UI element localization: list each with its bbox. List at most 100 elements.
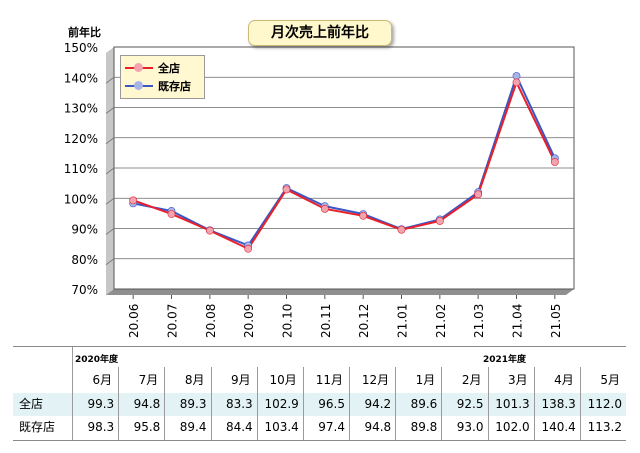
legend-line-all-stores xyxy=(125,63,153,72)
table-cell: 97.4 xyxy=(318,420,345,434)
y-tick-label: 110% xyxy=(64,162,98,176)
table-separator xyxy=(118,367,120,440)
table-separator xyxy=(164,367,166,440)
y-axis-label: 前年比 xyxy=(68,26,101,39)
table-row-label-existing-stores: 既存店 xyxy=(19,420,56,434)
y-tick-label: 70% xyxy=(71,283,98,297)
data-point xyxy=(550,158,559,166)
data-point xyxy=(474,190,483,199)
table-cell: 94.8 xyxy=(133,397,161,411)
legend-item-all-stores: 全店 xyxy=(125,60,180,76)
table-separator xyxy=(441,367,443,440)
table-month-header: 12月 xyxy=(361,373,390,387)
table-cell: 89.6 xyxy=(410,397,438,411)
y-tick-label: 90% xyxy=(71,223,98,237)
data-point xyxy=(320,204,329,213)
grid-line-depth xyxy=(105,167,115,175)
data-point xyxy=(359,211,368,220)
grid-line-depth xyxy=(105,137,115,145)
table-month-header: 8月 xyxy=(184,373,205,387)
x-tick-label: 20.07 xyxy=(166,304,180,338)
y-tick-label: 120% xyxy=(64,132,98,146)
table-month-header: 4月 xyxy=(554,373,574,387)
table-cell: 138.3 xyxy=(541,397,576,411)
y-tick-label: 150% xyxy=(64,41,98,55)
x-tick-label: 20.09 xyxy=(242,304,256,338)
legend-label-existing-stores: 既存店 xyxy=(158,80,191,93)
x-tick-label: 20.11 xyxy=(319,304,333,338)
x-tick-label: 21.03 xyxy=(472,304,486,338)
table-month-header: 6月 xyxy=(92,373,113,387)
table-separator xyxy=(533,367,535,440)
x-tick-label: 21.01 xyxy=(396,304,410,338)
table-row-bg-all-stores xyxy=(13,393,626,416)
data-point xyxy=(282,185,291,194)
table-month-header: 5月 xyxy=(600,373,620,387)
table-cell: 89.8 xyxy=(410,420,438,434)
table-month-header: 2月 xyxy=(461,373,482,387)
table-cell: 89.4 xyxy=(179,420,207,434)
x-tick-label: 21.05 xyxy=(549,304,563,338)
table-month-header: 9月 xyxy=(231,373,251,387)
legend: 全店 既存店 xyxy=(120,55,205,99)
table-cell: 99.3 xyxy=(87,397,115,411)
data-point xyxy=(397,225,406,234)
line-chart: 150%140%130%120%110%100%90%80%70% 20.06 2… xyxy=(64,41,575,338)
data-point xyxy=(167,210,176,218)
data-table: 2020年度 2021年度 6月 7月 8月 9月 10月 11月 12月 1月 2月 3月 4月 5… xyxy=(13,346,626,441)
chart-title: 月次売上前年比 xyxy=(248,20,392,46)
data-point xyxy=(244,244,253,253)
table-cell: 94.2 xyxy=(364,397,392,411)
data-point xyxy=(205,226,214,235)
table-cell: 96.5 xyxy=(318,397,345,411)
plot-floor xyxy=(106,289,574,295)
table-month-header: 1月 xyxy=(415,373,436,387)
table-month-header: 7月 xyxy=(138,373,159,387)
table-separator xyxy=(579,367,581,440)
table-separator xyxy=(487,367,489,440)
y-axis-ticks: 150% 140% 130% 120% 110% 100% 90% 80% 70% xyxy=(64,41,98,297)
legend-item-existing-stores: 既存店 xyxy=(125,78,191,94)
x-tick-label: 20.08 xyxy=(204,304,218,338)
table-cell: 98.3 xyxy=(87,420,115,434)
table-row-label-all-stores: 全店 xyxy=(19,397,44,411)
x-axis-ticks: 20.06 20.07 20.08 20.09 20.10 20.11 20.12 21.01… xyxy=(127,295,563,338)
y-tick-label: 100% xyxy=(64,192,98,206)
table-month-header: 10月 xyxy=(269,373,297,387)
grid-line-depth xyxy=(105,258,115,266)
series-group xyxy=(129,72,559,253)
table-month-header: 3月 xyxy=(508,373,528,387)
table-cell: 101.3 xyxy=(495,397,530,411)
table-month-header: 11月 xyxy=(315,373,343,387)
legend-marker-existing-stores xyxy=(134,81,143,90)
x-tick-label: 20.12 xyxy=(357,304,371,338)
table-separator xyxy=(302,367,304,440)
x-tick-label: 21.02 xyxy=(434,304,448,338)
legend-marker-all-stores xyxy=(134,63,143,72)
table-separator xyxy=(210,367,212,440)
grid-line-depth xyxy=(105,76,115,84)
table-cell: 103.4 xyxy=(264,420,299,434)
x-tick-label: 20.06 xyxy=(127,304,141,338)
y-tick-label: 130% xyxy=(64,102,98,116)
data-point xyxy=(512,78,521,87)
table-separator xyxy=(72,347,73,440)
table-cell: 112.0 xyxy=(587,397,622,411)
x-tick-label: 21.04 xyxy=(511,304,525,338)
table-cell: 94.8 xyxy=(364,420,392,434)
series-line xyxy=(132,79,556,251)
table-cell: 84.4 xyxy=(225,420,253,434)
data-point xyxy=(129,196,138,205)
table-cell: 102.9 xyxy=(264,397,299,411)
legend-label-all-stores: 全店 xyxy=(158,62,180,75)
table-separator xyxy=(256,367,258,440)
table-cell: 89.3 xyxy=(179,397,207,411)
x-tick-label: 20.10 xyxy=(281,304,295,338)
table-cell: 92.5 xyxy=(456,397,484,411)
table-cell: 102.0 xyxy=(495,420,530,434)
data-point xyxy=(435,217,444,225)
table-cell: 95.8 xyxy=(133,420,161,434)
grid-line-depth xyxy=(105,107,115,114)
y-tick-label: 80% xyxy=(71,253,98,267)
table-cell: 140.4 xyxy=(541,420,576,434)
